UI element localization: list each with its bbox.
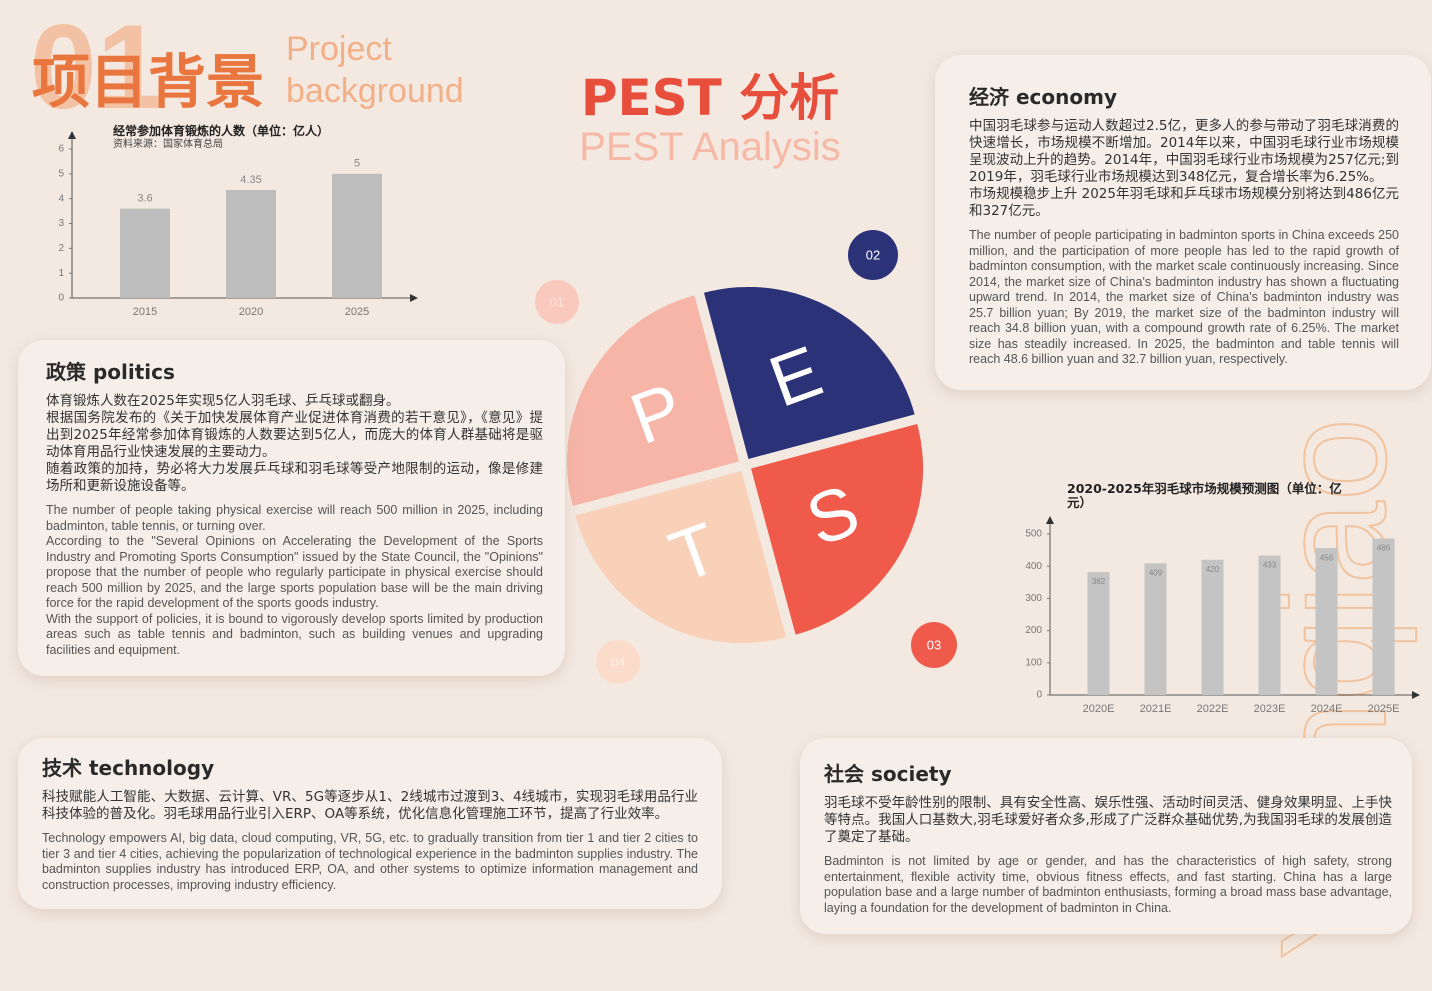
- bar: [1258, 555, 1281, 695]
- badge: [535, 280, 579, 324]
- chart-title: 2020-2025年羽毛球市场规模预测图（单位：亿元）: [1067, 482, 1342, 510]
- badge-label: 01: [550, 295, 564, 310]
- badge: [596, 640, 640, 684]
- y-tick-label: 100: [1025, 657, 1042, 668]
- value-label: 5: [354, 158, 360, 170]
- zh-text: 科技赋能人工智能、大数据、云计算、VR、5G等逐步从1、2线城市过渡到3、4线城…: [42, 789, 698, 822]
- politics-card: 政策 politics 体育锻炼人数在2025年实现5亿人羽毛球、乒乓球或翻身。…: [18, 340, 565, 676]
- value-label: 486: [1377, 544, 1391, 553]
- y-tick-label: 500: [1025, 529, 1042, 540]
- pest-quadrant: [751, 423, 924, 635]
- badge: [911, 622, 957, 668]
- section-title: 政策 politics: [46, 360, 175, 384]
- pest-quadrant: [575, 471, 787, 644]
- value-label: 4.35: [240, 174, 261, 186]
- en-text: Badminton is not limited by age or gende…: [824, 854, 1392, 915]
- zh-text: 羽毛球不受年龄性别的限制、具有安全性高、娱乐性强、活动时间灵活、健身效果明显、上…: [824, 795, 1392, 845]
- x-axis-arrow: [410, 294, 418, 302]
- pest-quadrant: [566, 295, 739, 507]
- x-tick-label: 2015: [133, 306, 157, 318]
- y-tick-label: 3: [58, 218, 64, 229]
- center-subtitle: PEST Analysis: [579, 125, 841, 169]
- zh-text: 体育锻炼人数在2025年实现5亿人羽毛球、乒乓球或翻身。: [46, 393, 400, 409]
- value-label: 433: [1263, 561, 1277, 570]
- charts: 经常参加体育锻炼的人数（单位：亿人）资料来源：国家体育总局01234563.62…: [58, 124, 1420, 715]
- y-tick-label: 0: [1036, 690, 1042, 701]
- pest-quadrant: [703, 286, 915, 459]
- x-tick-label: 2021E: [1140, 703, 1172, 715]
- bar: [226, 189, 276, 298]
- bar: [1087, 571, 1110, 695]
- y-axis-arrow: [1046, 516, 1054, 524]
- y-tick-label: 300: [1025, 593, 1042, 604]
- chart-title-box: 经常参加体育锻炼的人数（单位：亿人）资料来源：国家体育总局: [113, 124, 330, 150]
- x-tick-label: 2023E: [1254, 703, 1286, 715]
- technology-card: 技术 technology 科技赋能人工智能、大数据、云计算、VR、5G等逐步从…: [18, 738, 722, 909]
- en-text: The number of people taking physical exe…: [46, 503, 543, 533]
- x-tick-label: 2024E: [1311, 703, 1343, 715]
- en-text: The number of people participating in ba…: [969, 228, 1399, 366]
- zh-text: 中国羽毛球参与运动人数超过2.5亿，更多人的参与带动了羽毛球消费的快速增长，市场…: [969, 118, 1399, 185]
- section-title: 经济 economy: [969, 85, 1117, 109]
- x-tick-label: 2020: [239, 306, 263, 318]
- en-text: According to the "Several Opinions on Ac…: [46, 534, 543, 610]
- zh-text: 根据国务院发布的《关于加快发展体育产业促进体育消费的若干意见》，《意见》提出到2…: [46, 410, 543, 460]
- y-tick-label: 0: [58, 293, 64, 304]
- bar: [120, 208, 170, 298]
- badge-label: 02: [866, 248, 880, 263]
- header-number: 01: [30, 0, 163, 134]
- badge-label: 04: [611, 655, 625, 670]
- badge-label: 03: [927, 638, 941, 653]
- y-tick-label: 4: [58, 193, 64, 204]
- x-tick-label: 2020E: [1083, 703, 1115, 715]
- chart-title: 经常参加体育锻炼的人数（单位：亿人）: [113, 124, 330, 138]
- header-subtitle: background: [286, 72, 464, 110]
- bar: [1372, 538, 1395, 695]
- y-tick-label: 6: [58, 144, 64, 155]
- section-title: 技术 technology: [42, 756, 215, 780]
- header-subtitle: Project: [286, 30, 392, 68]
- section-title: 社会 society: [824, 762, 952, 786]
- bar: [1201, 559, 1224, 695]
- header-title: 项目背景: [32, 48, 264, 116]
- y-tick-label: 1: [58, 268, 64, 279]
- y-tick-label: 400: [1025, 561, 1042, 572]
- y-tick-label: 5: [58, 168, 64, 179]
- bar: [1144, 563, 1167, 695]
- value-label: 456: [1320, 553, 1334, 562]
- value-label: 409: [1149, 568, 1163, 577]
- en-text: Technology empowers AI, big data, cloud …: [42, 831, 698, 892]
- chart-title-box: 2020-2025年羽毛球市场规模预测图（单位：亿元）: [1067, 482, 1342, 510]
- x-tick-label: 2025E: [1368, 703, 1400, 715]
- x-axis-arrow: [1412, 691, 1420, 699]
- center-title: PEST 分析: [581, 69, 839, 127]
- x-tick-label: 2022E: [1197, 703, 1229, 715]
- badge: [848, 230, 898, 280]
- society-card: 社会 society 羽毛球不受年龄性别的限制、具有安全性高、娱乐性强、活动时间…: [800, 738, 1412, 934]
- y-axis-arrow: [68, 131, 76, 139]
- economy-card: 经济 economy 中国羽毛球参与运动人数超过2.5亿，更多人的参与带动了羽毛…: [935, 55, 1431, 390]
- value-label: 382: [1092, 577, 1106, 586]
- value-label: 420: [1206, 565, 1220, 574]
- bar: [1315, 548, 1338, 695]
- value-label: 3.6: [137, 193, 152, 205]
- x-tick-label: 2025: [345, 306, 369, 318]
- zh-text: 市场规模稳步上升 2025年羽毛球和乒乓球市场规模分别将达到486亿元和327亿…: [969, 186, 1399, 219]
- y-tick-label: 2: [58, 243, 64, 254]
- zh-text: 随着政策的加持，势必将大力发展乒乓球和羽毛球等受产地限制的运动，像是修建场所和更…: [46, 461, 543, 494]
- y-tick-label: 200: [1025, 625, 1042, 636]
- bar: [332, 173, 382, 298]
- en-text: With the support of policies, it is boun…: [46, 611, 543, 657]
- chart-subtitle: 资料来源：国家体育总局: [113, 139, 223, 150]
